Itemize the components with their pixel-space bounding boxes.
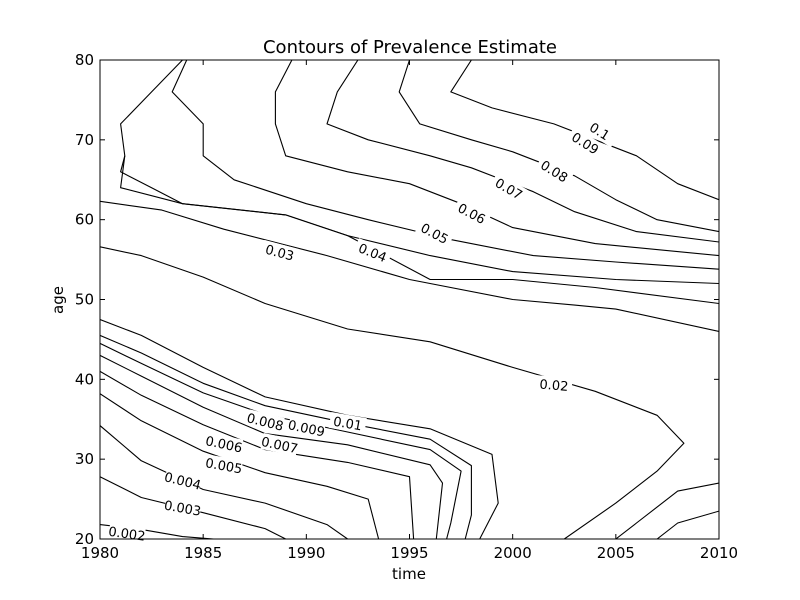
contour-line-0.05 bbox=[120, 60, 719, 285]
x-tick-label: 1980 bbox=[81, 544, 119, 562]
contour-label: 0.06 bbox=[455, 201, 488, 228]
x-axis-label: time bbox=[392, 565, 426, 583]
contour-label-bg bbox=[452, 197, 492, 229]
contour-line-0.005 bbox=[100, 393, 380, 539]
contour-label: 0.03 bbox=[263, 243, 295, 265]
contour-line-0.006 bbox=[100, 370, 415, 539]
x-tick-label: 2000 bbox=[494, 544, 532, 562]
plot-frame bbox=[99, 59, 720, 540]
y-tick-label: 70 bbox=[75, 131, 94, 149]
contour-line-0.07 bbox=[274, 60, 719, 257]
contour-label-bg bbox=[489, 172, 529, 205]
contour-label-bg bbox=[260, 239, 300, 265]
contour-label-bg bbox=[328, 412, 367, 435]
chart-title: Contours of Prevalence Estimate bbox=[263, 37, 557, 58]
contour-label-bg bbox=[565, 126, 605, 160]
contour-label-bg bbox=[535, 375, 573, 395]
contour-label: 0.05 bbox=[418, 221, 451, 248]
contour-lines bbox=[100, 60, 719, 539]
contour-label: 0.008 bbox=[245, 411, 285, 435]
contour-label: 0.04 bbox=[356, 241, 388, 266]
y-tick-label: 20 bbox=[75, 530, 94, 548]
y-tick-label: 60 bbox=[75, 211, 94, 229]
contour-label: 0.02 bbox=[539, 377, 569, 394]
x-tick-label: 2010 bbox=[700, 544, 738, 562]
contour-label-bg bbox=[580, 114, 620, 148]
y-axis-label: age bbox=[49, 286, 67, 314]
contour-line-0.06 bbox=[171, 60, 719, 270]
contour-line-0.003 bbox=[100, 476, 286, 539]
contour-label: 0.01 bbox=[332, 415, 363, 435]
contour-line-0.04 bbox=[120, 155, 719, 539]
contour-line-0.004 bbox=[100, 425, 348, 539]
contour-label-bg bbox=[204, 454, 244, 477]
axis-ticks: 1980 1985 1990 1995 2000 2005 2010 20 30 40 50 60 70… bbox=[75, 51, 738, 562]
y-tick-label: 80 bbox=[75, 51, 94, 69]
contour-label: 0.004 bbox=[163, 470, 203, 494]
contour-label-bg bbox=[534, 154, 574, 188]
contour-line-0.02 bbox=[100, 246, 685, 539]
y-tick-label: 50 bbox=[75, 291, 94, 309]
contour-line-0.08 bbox=[326, 60, 719, 243]
contour-label-bg bbox=[245, 409, 285, 434]
y-tick-label: 40 bbox=[75, 370, 94, 388]
contour-label: 0.005 bbox=[204, 456, 243, 477]
contour-line-0.007 bbox=[100, 354, 444, 539]
contour-label-bg bbox=[163, 468, 203, 493]
contour-line-0.03 bbox=[100, 200, 719, 539]
contour-label-bg bbox=[353, 238, 393, 267]
contour-label-bg bbox=[163, 496, 202, 519]
contour-line-0.008 bbox=[100, 342, 462, 539]
x-tick-label: 1990 bbox=[287, 544, 325, 562]
x-tick-label: 1995 bbox=[390, 544, 428, 562]
contour-line-0.09 bbox=[398, 60, 719, 233]
contour-label: 0.003 bbox=[163, 499, 202, 520]
contour-label-bg bbox=[204, 432, 244, 456]
contour-label: 0.002 bbox=[107, 525, 146, 545]
y-tick-label: 30 bbox=[75, 450, 94, 468]
contour-label-bg bbox=[260, 433, 299, 457]
contour-label-bg bbox=[287, 416, 326, 440]
contour-label-bg bbox=[108, 522, 146, 544]
contour-line-0.009 bbox=[100, 334, 472, 539]
x-tick-label: 2005 bbox=[597, 544, 635, 562]
x-tick-label: 1985 bbox=[184, 544, 222, 562]
contour-label-bg bbox=[415, 217, 455, 249]
contour-label: 0.007 bbox=[260, 435, 300, 457]
